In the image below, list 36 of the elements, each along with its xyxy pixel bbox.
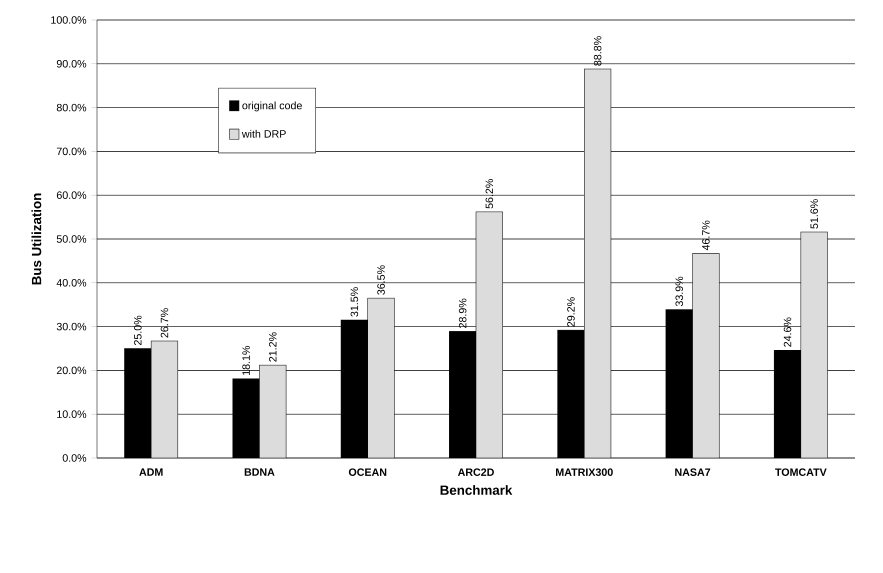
data-label: 88.8% — [594, 36, 602, 66]
data-label: 29.2% — [567, 297, 575, 327]
data-label: 36.5% — [377, 265, 385, 295]
x-axis-title: Benchmark — [440, 485, 512, 495]
data-label: 56.2% — [486, 179, 494, 208]
y-tick-label: 90.0% — [56, 60, 86, 68]
x-tick-label: BDNA — [244, 468, 275, 476]
y-tick-label: 70.0% — [56, 148, 86, 156]
x-tick-label: ADM — [139, 468, 163, 476]
data-label: 25.0% — [134, 316, 142, 346]
y-tick-label: 60.0% — [56, 191, 86, 199]
data-label: 18.1% — [242, 346, 250, 375]
x-tick-label: MATRIX300 — [556, 468, 613, 476]
y-tick-label: 30.0% — [56, 322, 86, 330]
y-tick-label: 40.0% — [56, 279, 86, 287]
y-axis-title: Bus Utilization — [31, 194, 42, 284]
x-tick-label: NASA7 — [675, 468, 710, 476]
data-label: 51.6% — [810, 199, 818, 229]
data-label: 33.9% — [675, 276, 684, 306]
data-label: 28.9% — [458, 298, 466, 328]
x-tick-label: TOMCATV — [775, 468, 827, 476]
y-tick-label: 50.0% — [56, 235, 86, 243]
data-label: 21.2% — [269, 332, 277, 362]
legend-label: with DRP — [242, 130, 286, 138]
y-tick-label: 80.0% — [56, 104, 86, 112]
x-tick-label: ARC2D — [458, 468, 494, 476]
data-label: 46.7% — [702, 220, 710, 250]
x-tick-label: OCEAN — [348, 468, 386, 476]
y-tick-label: 10.0% — [57, 410, 86, 418]
legend-label: original code — [242, 101, 302, 112]
data-label: 31.5% — [350, 287, 358, 317]
y-tick-label: 100.0% — [51, 16, 86, 24]
y-tick-label: 0.0% — [62, 454, 86, 462]
data-label: 24.6% — [784, 317, 792, 347]
y-tick-label: 20.0% — [56, 366, 86, 374]
data-label: 26.7% — [160, 308, 168, 338]
